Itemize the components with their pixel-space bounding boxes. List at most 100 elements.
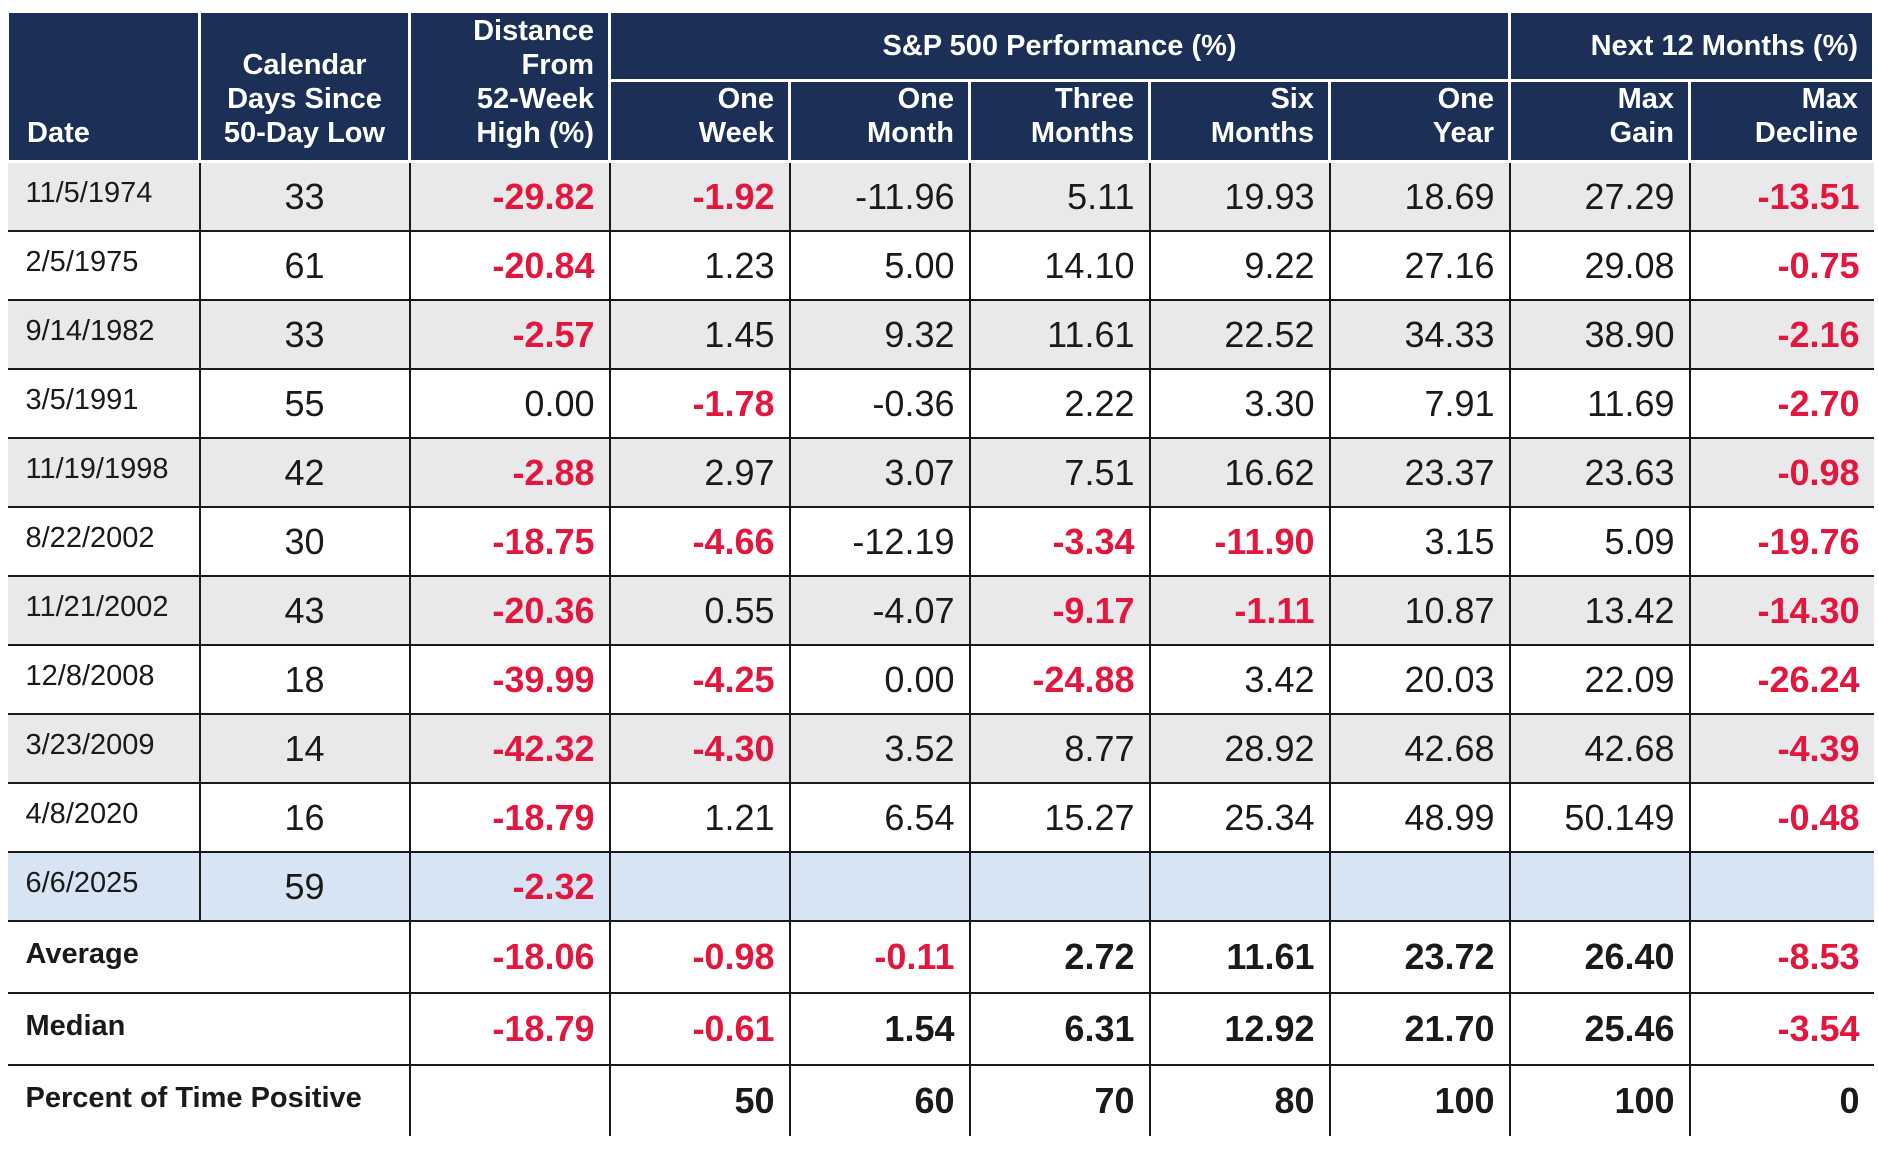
header-line: 52-Week (476, 83, 594, 115)
summary-distance-cell: -18.06 (409, 921, 611, 994)
six-months-cell: 3.42 (1149, 645, 1331, 715)
three-months-cell: -9.17 (969, 576, 1151, 646)
header-line: 50-Day Low (223, 117, 386, 149)
one-week-cell: 1.23 (609, 231, 791, 301)
max-gain-cell: 42.68 (1509, 714, 1691, 784)
distance-cell: 0.00 (409, 369, 611, 439)
max-decline-cell: -14.30 (1689, 576, 1874, 646)
max-gain-cell: 23.63 (1509, 438, 1691, 508)
header-line: Days Since (227, 83, 382, 115)
summary-label: Average (7, 921, 411, 994)
header-line: Six (1270, 83, 1314, 115)
header-line: Three (1055, 83, 1134, 115)
summary-max-gain-cell: 100 (1509, 1065, 1691, 1136)
table-row: 3/23/2009 14 -42.32 -4.30 3.52 8.77 28.92 42.68… (7, 714, 1874, 784)
max-gain-header: Max Gain (1508, 79, 1692, 163)
one-month-cell: -11.96 (789, 161, 971, 232)
one-year-cell: 34.33 (1329, 300, 1511, 370)
header-line: From (521, 49, 595, 81)
summary-max-decline-cell: -3.54 (1689, 993, 1874, 1066)
summary-one-month-cell: -0.11 (789, 921, 971, 994)
three-months-cell: -3.34 (969, 507, 1151, 577)
three-months-cell: 14.10 (969, 231, 1151, 301)
one-month-header: One Month (788, 79, 971, 163)
days-since-cell: 33 (199, 161, 411, 232)
summary-one-year-cell: 100 (1329, 1065, 1511, 1136)
date-cell: 3/5/1991 (7, 369, 201, 439)
date-cell: 6/6/2025 (7, 852, 201, 922)
one-month-cell: 9.32 (789, 300, 971, 370)
distance-cell: -29.82 (409, 161, 611, 232)
date-cell: 8/22/2002 (7, 507, 201, 577)
max-decline-cell: -26.24 (1689, 645, 1874, 715)
summary-one-month-cell: 1.54 (789, 993, 971, 1066)
distance-cell: -18.79 (409, 783, 611, 853)
one-year-header: One Year (1327, 79, 1512, 163)
table-row: 11/5/1974 33 -29.82 -1.92 -11.96 5.11 19.93 18.… (7, 161, 1874, 232)
summary-three-months-cell: 6.31 (969, 993, 1151, 1066)
three-months-cell: 8.77 (969, 714, 1151, 784)
one-week-cell: -4.30 (609, 714, 791, 784)
summary-one-week-cell: -0.98 (609, 921, 791, 994)
summary-three-months-cell: 2.72 (969, 921, 1151, 994)
three-months-cell: 7.51 (969, 438, 1151, 508)
distance-cell: -42.32 (409, 714, 611, 784)
header-line: Week (698, 117, 774, 149)
one-week-cell: 2.97 (609, 438, 791, 508)
six-months-header: Six Months (1148, 79, 1331, 163)
date-cell: 9/14/1982 (7, 300, 201, 370)
six-months-cell: 22.52 (1149, 300, 1331, 370)
three-months-cell: -24.88 (969, 645, 1151, 715)
date-cell: 11/21/2002 (7, 576, 201, 646)
max-decline-cell: -4.39 (1689, 714, 1874, 784)
header-line: Year (1432, 117, 1495, 149)
distance-cell: -2.57 (409, 300, 611, 370)
days-since-cell: 59 (199, 852, 411, 922)
days-since-cell: 42 (199, 438, 411, 508)
max-gain-cell: 13.42 (1509, 576, 1691, 646)
three-months-header: Three Months (968, 79, 1151, 163)
one-year-cell: 27.16 (1329, 231, 1511, 301)
one-year-cell: 20.03 (1329, 645, 1511, 715)
summary-distance-cell (409, 1065, 611, 1136)
summary-six-months-cell: 11.61 (1149, 921, 1331, 994)
days-since-cell: 16 (199, 783, 411, 853)
max-gain-cell: 27.29 (1509, 161, 1691, 232)
summary-max-decline-cell: 0 (1689, 1065, 1874, 1136)
max-decline-cell: -0.98 (1689, 438, 1874, 508)
one-year-cell: 3.15 (1329, 507, 1511, 577)
max-decline-cell: -13.51 (1689, 161, 1874, 232)
header-line: High (%) (476, 117, 594, 149)
summary-row: Average -18.06 -0.98 -0.11 2.72 11.61 23.72 26.… (7, 921, 1874, 994)
performance-table: Date Calendar Days Since 50-Day Low Dist… (6, 10, 1876, 1136)
max-decline-cell: -0.75 (1689, 231, 1874, 301)
table-row: 9/14/1982 33 -2.57 1.45 9.32 11.61 22.52 34.33 3… (7, 300, 1874, 370)
table-row: 11/19/1998 42 -2.88 2.97 3.07 7.51 16.62 23.37 2… (7, 438, 1874, 508)
sp500-performance-header: S&P 500 Performance (%) (607, 10, 1512, 82)
date-header: Date (6, 10, 201, 163)
summary-one-month-cell: 60 (789, 1065, 971, 1136)
one-year-cell: 10.87 (1329, 576, 1511, 646)
days-since-cell: 14 (199, 714, 411, 784)
max-gain-cell: 22.09 (1509, 645, 1691, 715)
one-month-cell: 3.07 (789, 438, 971, 508)
one-year-cell (1329, 852, 1511, 922)
max-gain-cell: 50.149 (1509, 783, 1691, 853)
header-line: Decline (1754, 117, 1859, 149)
six-months-cell: -11.90 (1149, 507, 1331, 577)
table-row: 8/22/2002 30 -18.75 -4.66 -12.19 -3.34 -11.90 3… (7, 507, 1874, 577)
summary-label: Percent of Time Positive (7, 1065, 411, 1136)
header-line: Max (1801, 83, 1859, 115)
one-month-cell: -12.19 (789, 507, 971, 577)
summary-max-decline-cell: -8.53 (1689, 921, 1874, 994)
one-year-cell: 23.37 (1329, 438, 1511, 508)
summary-one-week-cell: -0.61 (609, 993, 791, 1066)
summary-three-months-cell: 70 (969, 1065, 1151, 1136)
header-column-row: One Week One Month Three Months Six Months O… (8, 79, 1876, 163)
distance-cell: -20.84 (409, 231, 611, 301)
days-since-cell: 61 (199, 231, 411, 301)
header-line: Distance (473, 15, 594, 47)
one-week-cell: 1.21 (609, 783, 791, 853)
one-week-cell: -4.66 (609, 507, 791, 577)
summary-one-week-cell: 50 (609, 1065, 791, 1136)
